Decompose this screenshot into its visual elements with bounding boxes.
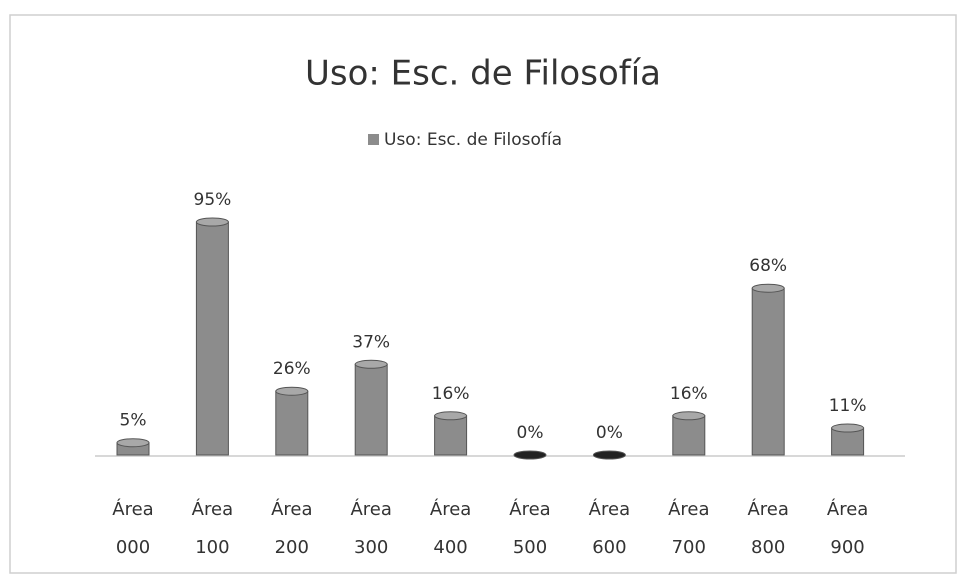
x-tick-label: Área 800 xyxy=(747,498,788,558)
bar-cap xyxy=(434,411,468,421)
bar-cap xyxy=(672,411,706,421)
bar xyxy=(195,221,229,456)
x-tick-label-line: Área xyxy=(430,498,471,520)
x-tick-label-line: Área xyxy=(192,498,233,520)
bar xyxy=(751,287,785,456)
value-label: 11% xyxy=(829,396,867,416)
x-tick-label: Área 500 xyxy=(509,498,550,558)
value-label: 37% xyxy=(352,332,390,352)
bar-cap xyxy=(195,217,229,227)
bar-cap xyxy=(751,283,785,293)
legend-swatch xyxy=(368,134,379,145)
x-tick-label: Área 300 xyxy=(350,498,391,558)
x-tick-label-line: Área xyxy=(589,498,630,520)
x-tick-label-line: Área xyxy=(112,498,153,520)
value-label: 26% xyxy=(273,359,311,379)
x-tick-label-line: Área xyxy=(509,498,550,520)
bar xyxy=(434,415,468,456)
x-tick-label: Área 200 xyxy=(271,498,312,558)
x-tick-label: Área 900 xyxy=(827,498,868,558)
value-label: 16% xyxy=(670,384,708,404)
value-label: 68% xyxy=(749,256,787,276)
bar xyxy=(275,390,309,456)
x-tick-label-line: Área xyxy=(668,498,709,520)
bar xyxy=(354,363,388,456)
legend-label: Uso: Esc. de Filosofía xyxy=(384,130,562,150)
x-tick-label-line: 300 xyxy=(354,537,388,558)
x-tick-label: Área 400 xyxy=(430,498,471,558)
chart-title: Uso: Esc. de Filosofía xyxy=(305,54,661,94)
x-tick-label-line: 600 xyxy=(592,537,626,558)
value-label: 5% xyxy=(120,411,147,431)
x-tick-label-line: 100 xyxy=(195,537,229,558)
x-tick-label: Área 700 xyxy=(668,498,709,558)
bar-cap xyxy=(592,450,626,460)
x-tick-label-line: 700 xyxy=(672,537,706,558)
bar-cap xyxy=(116,438,150,448)
bar xyxy=(672,415,706,456)
chart-frame xyxy=(9,14,957,574)
x-tick-label-line: 000 xyxy=(116,537,150,558)
value-label: 16% xyxy=(432,384,470,404)
x-tick-label-line: Área xyxy=(827,498,868,520)
bar xyxy=(831,427,865,456)
x-tick-label-line: 800 xyxy=(751,537,785,558)
bar-cap xyxy=(831,423,865,433)
x-tick-label-line: Área xyxy=(747,498,788,520)
x-tick-label: Área 600 xyxy=(589,498,630,558)
x-tick-label-line: Área xyxy=(271,498,312,520)
x-tick-label-line: 400 xyxy=(433,537,467,558)
bar-cap xyxy=(354,359,388,369)
x-tick-label-line: 500 xyxy=(513,537,547,558)
x-tick-label: Área 000 xyxy=(112,498,153,558)
bar-cap xyxy=(275,386,309,396)
value-label: 0% xyxy=(517,423,544,443)
bar-cap xyxy=(513,450,547,460)
x-tick-label-line: 200 xyxy=(275,537,309,558)
x-tick-label-line: 900 xyxy=(830,537,864,558)
x-tick-label: Área 100 xyxy=(192,498,233,558)
value-label: 95% xyxy=(194,190,232,210)
x-tick-label-line: Área xyxy=(350,498,391,520)
value-label: 0% xyxy=(596,423,623,443)
